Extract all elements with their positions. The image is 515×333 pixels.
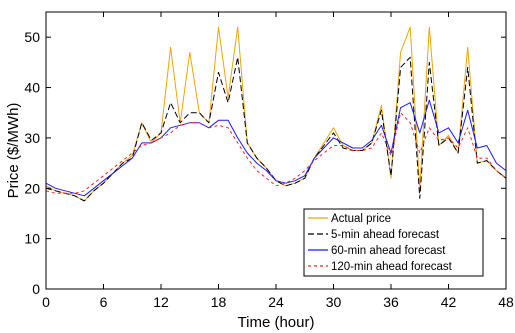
axis-ticks: 0 6 12 18 24 30 36 42 48 0 10 20 30 40 50 [24, 12, 514, 310]
x-tick-label: 30 [326, 294, 342, 310]
y-axis-label: Price ($/MWh) [5, 103, 22, 199]
series-line-2 [45, 56, 507, 202]
x-tick-label: 18 [211, 294, 227, 310]
y-tick-label: 10 [24, 231, 40, 247]
x-tick-label: 36 [383, 294, 399, 310]
legend: Actual price 5-min ahead forecast 60-min a… [303, 208, 484, 277]
plot-lines [45, 26, 507, 202]
x-tick-label: 12 [153, 294, 169, 310]
legend-box [303, 208, 484, 277]
x-tick-label: 48 [498, 294, 514, 310]
series-line-3 [45, 99, 507, 197]
x-tick-label: 6 [100, 294, 108, 310]
x-tick-label: 24 [268, 294, 284, 310]
y-tick-label: 40 [24, 80, 40, 96]
x-tick-label: 42 [441, 294, 457, 310]
legend-label: Actual price [331, 213, 391, 225]
legend-label: 60-min ahead forecast [331, 245, 446, 257]
y-tick-label: 0 [32, 281, 40, 297]
series-line-1 [45, 26, 507, 202]
y-tick-label: 30 [24, 130, 40, 146]
x-tick-label: 0 [42, 294, 50, 310]
legend-label: 5-min ahead forecast [331, 229, 440, 241]
y-tick-label: 20 [24, 180, 40, 196]
legend-label: 120-min ahead forecast [331, 261, 453, 273]
y-tick-label: 50 [24, 29, 40, 45]
series-line-4 [45, 112, 507, 194]
x-axis-label: Time (hour) [238, 314, 315, 331]
